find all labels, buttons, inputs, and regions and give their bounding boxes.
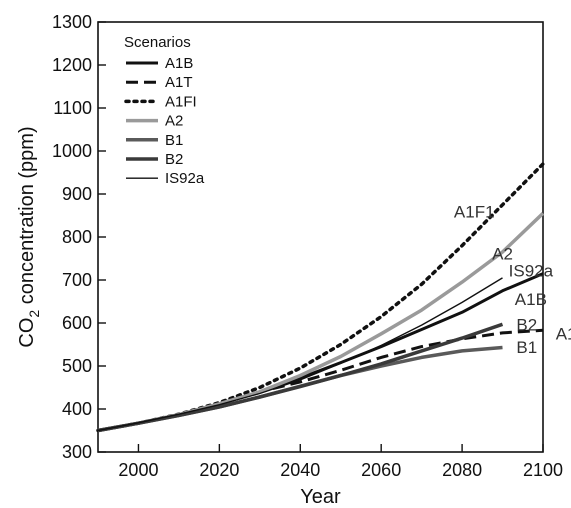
y-tick-label: 1000 — [52, 141, 92, 161]
y-tick-label: 1200 — [52, 55, 92, 75]
x-tick-label: 2040 — [280, 460, 320, 480]
x-tick-label: 2000 — [118, 460, 158, 480]
curve-label-a2: A2 — [492, 244, 513, 263]
legend-label-a1t: A1T — [165, 74, 193, 91]
y-tick-label: 700 — [62, 270, 92, 290]
y-axis-label: CO2 concentration (ppm) — [16, 126, 42, 347]
curve-label-is92a: IS92a — [509, 262, 554, 281]
curve-label-a1t: A1T — [556, 324, 571, 343]
y-tick-label: 1300 — [52, 12, 92, 32]
y-tick-label: 900 — [62, 184, 92, 204]
legend-label-a2: A2 — [165, 113, 183, 130]
curve-label-b2: B2 — [516, 316, 537, 335]
y-tick-label: 300 — [62, 442, 92, 462]
series-line-b2 — [97, 322, 504, 433]
y-tick-label: 800 — [62, 227, 92, 247]
x-axis-label: Year — [300, 486, 341, 508]
x-tick-label: 2080 — [442, 460, 482, 480]
legend-label-a1fi: A1FI — [165, 93, 197, 110]
legend-label-b2: B2 — [165, 151, 183, 168]
curve-label-a1b: A1B — [515, 290, 547, 309]
legend-label-b1: B1 — [165, 132, 183, 149]
legend-title: Scenarios — [124, 34, 191, 51]
curve-label-b1: B1 — [516, 338, 537, 357]
series-layer — [96, 162, 545, 433]
curve-label-a1f1: A1F1 — [454, 203, 495, 222]
series-line-a2 — [97, 212, 545, 433]
series-line-is92a — [97, 277, 503, 432]
x-tick-label: 2020 — [199, 460, 239, 480]
y-tick-label: 500 — [62, 356, 92, 376]
x-tick-label: 2060 — [361, 460, 401, 480]
legend-label-is92a: IS92a — [165, 170, 205, 187]
legend-label-a1b: A1B — [165, 55, 193, 72]
y-tick-label: 400 — [62, 399, 92, 419]
x-tick-label: 2100 — [523, 460, 563, 480]
axes: 300 400 500 600 700 800 900 1000 1100 1200 1300 200… — [16, 12, 563, 508]
y-tick-label: 1100 — [53, 98, 92, 118]
y-tick-label: 600 — [62, 313, 92, 333]
legend: Scenarios A1B A1T A1FI A2 B1 B2 IS92a — [124, 34, 205, 187]
series-line-a1b — [97, 272, 544, 432]
